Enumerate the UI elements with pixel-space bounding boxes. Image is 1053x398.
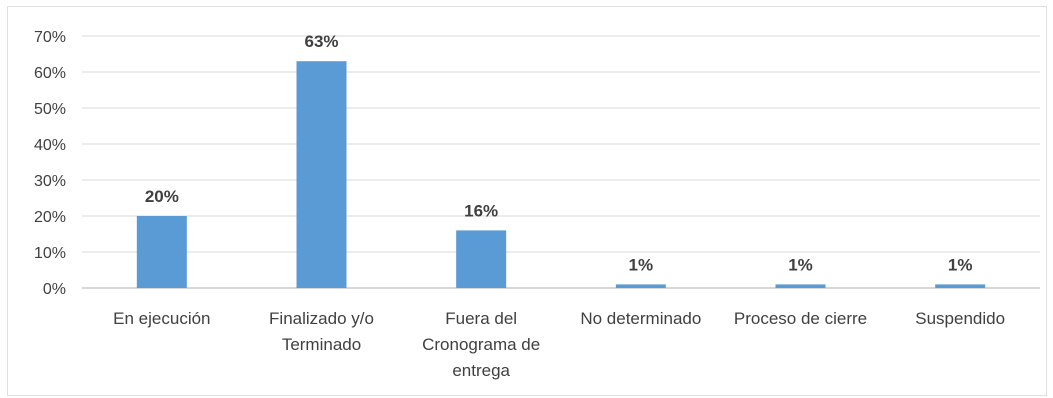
y-tick-label: 20% [34, 209, 66, 226]
x-category-label-line: En ejecución [113, 309, 210, 328]
x-category-label: En ejecución [113, 309, 210, 328]
y-tick-label: 40% [34, 137, 66, 154]
bar [456, 230, 507, 288]
x-category-label-line: Cronograma de [422, 335, 540, 354]
x-category-label: Suspendido [915, 309, 1005, 328]
y-tick-label: 70% [34, 29, 66, 46]
data-label: 1% [948, 255, 973, 274]
y-tick-label: 60% [34, 65, 66, 82]
bar [615, 284, 666, 288]
x-category-label-line: Fuera del [445, 309, 517, 328]
y-tick-label: 10% [34, 245, 66, 262]
x-category-label: No determinado [580, 309, 701, 328]
data-label: 20% [145, 187, 179, 206]
bar [775, 284, 826, 288]
x-category-label: Finalizado y/o Terminado [269, 309, 374, 354]
bar [136, 216, 187, 288]
x-category-label-line: Proceso de cierre [734, 309, 867, 328]
x-category-label-line: Suspendido [915, 309, 1005, 328]
y-tick-label: 30% [34, 173, 66, 190]
chart-frame [7, 6, 1047, 396]
data-label: 1% [629, 255, 654, 274]
x-category-label-line: No determinado [580, 309, 701, 328]
bar [935, 284, 986, 288]
x-category-label: Proceso de cierre [734, 309, 867, 328]
x-category-label-line: Finalizado y/o [269, 309, 374, 328]
y-tick-label: 50% [34, 101, 66, 118]
data-label: 16% [464, 201, 498, 220]
x-category-label-line: entrega [452, 361, 510, 380]
data-label: 1% [788, 255, 813, 274]
x-category-label: Fuera del Cronograma de entrega [422, 309, 540, 380]
data-label: 63% [304, 32, 338, 51]
x-category-label-line: Terminado [282, 335, 361, 354]
bar [296, 61, 347, 289]
y-tick-label: 0% [43, 281, 66, 298]
